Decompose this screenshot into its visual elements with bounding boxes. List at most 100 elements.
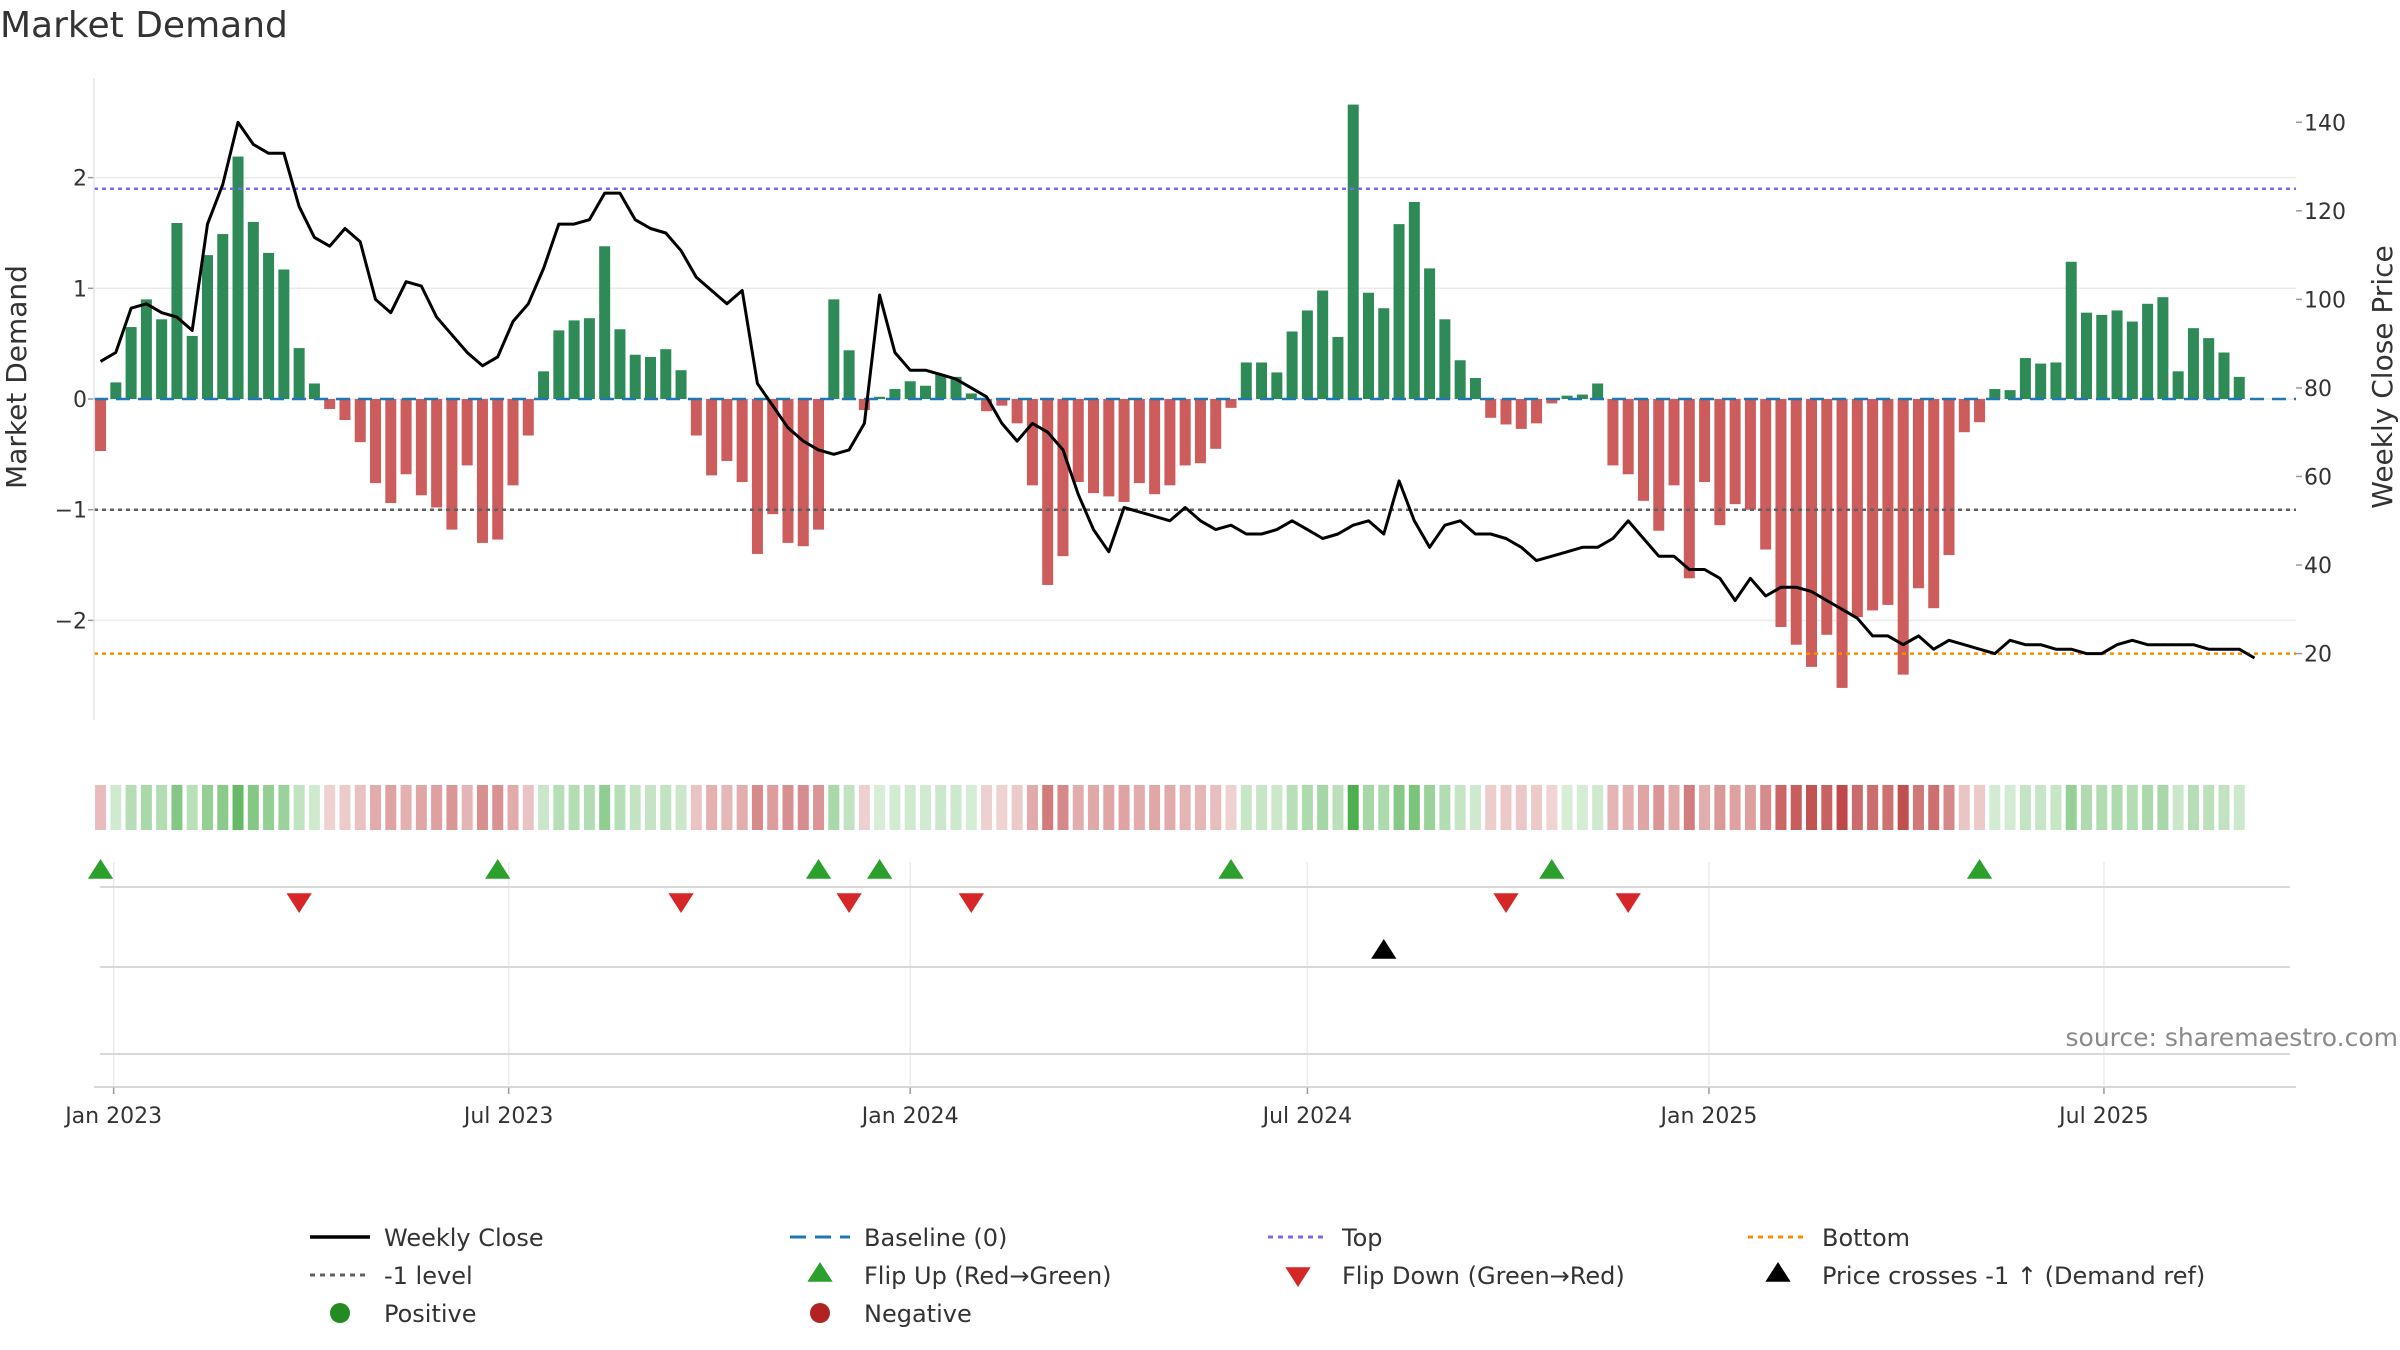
heat-cell bbox=[828, 785, 840, 830]
demand-bar bbox=[2096, 314, 2108, 399]
heat-cell bbox=[1683, 785, 1695, 830]
heat-cell bbox=[2233, 785, 2245, 830]
demand-bar bbox=[1026, 399, 1038, 486]
heat-cell bbox=[1867, 785, 1879, 830]
heat-cell bbox=[476, 785, 488, 830]
demand-bar bbox=[614, 329, 626, 399]
axes: Market Demand Weekly Close Price 2 1 0 −1 −2… bbox=[0, 78, 2399, 1129]
demand-bar bbox=[1378, 308, 1390, 399]
demand-bar bbox=[2187, 328, 2199, 399]
legend-item: Weekly Close bbox=[310, 1224, 544, 1252]
heat-cell bbox=[247, 785, 259, 830]
heat-cell bbox=[797, 785, 809, 830]
demand-bar bbox=[1744, 399, 1756, 510]
heat-cell bbox=[1928, 785, 1940, 830]
demand-bar bbox=[660, 349, 672, 399]
legend-item: Top bbox=[1268, 1224, 1383, 1252]
legend-item: Negative bbox=[810, 1300, 972, 1328]
heat-cell bbox=[415, 785, 427, 830]
heat-cell bbox=[1149, 785, 1161, 830]
demand-bar bbox=[247, 221, 259, 399]
heat-cell bbox=[2035, 785, 2047, 830]
flip-up-marker bbox=[87, 859, 114, 879]
legend-label: Baseline (0) bbox=[864, 1224, 1007, 1252]
heat-cell bbox=[1500, 785, 1512, 830]
demand-bar bbox=[2111, 310, 2123, 399]
y-tick-label-right: 80 bbox=[2304, 377, 2332, 402]
demand-bar bbox=[1424, 268, 1436, 399]
demand-bar bbox=[1714, 399, 1726, 526]
demand-bar bbox=[385, 399, 397, 504]
heat-cell bbox=[1546, 785, 1558, 830]
demand-bar bbox=[2004, 390, 2016, 399]
heat-cell bbox=[1378, 785, 1390, 830]
source-credit: source: sharemaestro.com bbox=[2066, 1023, 2399, 1052]
demand-bar bbox=[1057, 399, 1069, 557]
heat-cell bbox=[492, 785, 504, 830]
legend-label: Negative bbox=[864, 1300, 972, 1328]
flip-down-marker bbox=[1615, 893, 1641, 913]
demand-bar bbox=[1882, 399, 1894, 605]
demand-bar bbox=[125, 327, 137, 399]
demand-bar bbox=[1240, 362, 1252, 399]
heat-cell bbox=[1806, 785, 1818, 830]
heat-cell bbox=[1194, 785, 1206, 830]
legend-swatch-dot bbox=[810, 1303, 830, 1323]
heat-cell bbox=[461, 785, 473, 830]
demand-bar bbox=[2172, 371, 2184, 399]
demand-bar bbox=[1576, 394, 1588, 399]
legend: Weekly Close Baseline (0) Top Bottom -1 leve… bbox=[310, 1224, 2205, 1328]
demand-bar bbox=[171, 223, 183, 399]
demand-bar bbox=[1164, 399, 1176, 486]
demand-bar bbox=[1149, 399, 1161, 495]
demand-bar bbox=[935, 374, 947, 399]
heat-cell bbox=[843, 785, 855, 830]
demand-bar bbox=[1531, 399, 1543, 424]
heat-cell bbox=[1011, 785, 1023, 830]
heat-cell bbox=[1958, 785, 1970, 830]
heat-cell bbox=[324, 785, 336, 830]
demand-bar bbox=[996, 399, 1008, 406]
x-tick-label: Jul 2025 bbox=[2057, 1104, 2149, 1129]
chart-title: Market Demand bbox=[0, 5, 288, 46]
demand-bar bbox=[782, 399, 794, 543]
demand-bar bbox=[1653, 399, 1665, 531]
heat-cell bbox=[400, 785, 412, 830]
y-tick-label-left: −2 bbox=[55, 609, 87, 634]
heat-cell bbox=[1225, 785, 1237, 830]
heat-cell bbox=[1408, 785, 1420, 830]
x-tick-label: Jan 2025 bbox=[1658, 1104, 1757, 1129]
heat-cell bbox=[583, 785, 595, 830]
heat-cell bbox=[614, 785, 626, 830]
demand-bar bbox=[1393, 224, 1405, 399]
demand-bar bbox=[721, 399, 733, 461]
legend-label: Positive bbox=[384, 1300, 477, 1328]
legend-swatch-dot bbox=[330, 1303, 350, 1323]
heat-cell bbox=[553, 785, 565, 830]
heat-cell bbox=[874, 785, 886, 830]
demand-bar bbox=[1485, 399, 1497, 418]
y-tick-label-left: 1 bbox=[73, 277, 87, 302]
demand-bar bbox=[2233, 376, 2245, 399]
demand-bar bbox=[1088, 399, 1100, 494]
grid-lines bbox=[94, 176, 2296, 1085]
heat-cell bbox=[1072, 785, 1084, 830]
heat-cell bbox=[2203, 785, 2215, 830]
heat-cell bbox=[889, 785, 901, 830]
demand-bar bbox=[1317, 290, 1329, 399]
heat-cell bbox=[1912, 785, 1924, 830]
demand-bar bbox=[1806, 399, 1818, 667]
y-axis-label-right: Weekly Close Price bbox=[2366, 245, 2399, 508]
x-tick-label: Jan 2024 bbox=[860, 1104, 959, 1129]
heat-cell bbox=[721, 785, 733, 830]
demand-bar bbox=[1943, 399, 1955, 556]
demand-bar bbox=[629, 354, 641, 399]
demand-bar bbox=[140, 299, 152, 399]
heat-cell bbox=[2050, 785, 2062, 830]
heat-cell bbox=[1317, 785, 1329, 830]
heat-cell bbox=[1286, 785, 1298, 830]
x-tick-label: Jan 2023 bbox=[63, 1104, 162, 1129]
demand-bar bbox=[263, 252, 275, 399]
demand-bar bbox=[1974, 399, 1986, 423]
